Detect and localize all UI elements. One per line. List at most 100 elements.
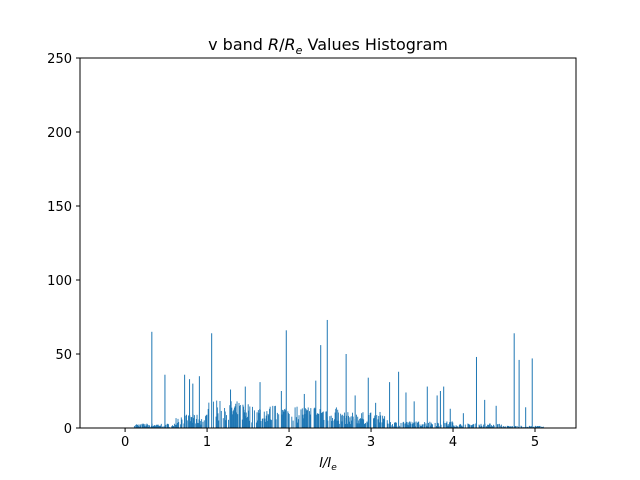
histogram-bar bbox=[537, 426, 539, 428]
histogram-bar bbox=[276, 412, 278, 428]
histogram-bar bbox=[180, 424, 182, 428]
histogram-bar bbox=[422, 424, 424, 428]
histogram-bar bbox=[338, 420, 340, 428]
histogram-bar bbox=[329, 416, 331, 428]
histogram-bar bbox=[190, 417, 192, 428]
histogram-bar bbox=[245, 412, 247, 428]
histogram-bar bbox=[337, 412, 339, 428]
histogram-bar bbox=[423, 424, 425, 428]
histogram-bar bbox=[367, 422, 369, 428]
histogram-bar bbox=[462, 413, 464, 428]
histogram-bar bbox=[136, 425, 138, 428]
histogram-bar bbox=[448, 425, 450, 428]
histogram-bar bbox=[365, 422, 367, 428]
histogram-bar bbox=[430, 422, 432, 428]
histogram-bar bbox=[146, 423, 148, 428]
histogram-bar bbox=[348, 415, 349, 428]
x-tick-label: 4 bbox=[449, 435, 457, 450]
histogram-bar bbox=[200, 424, 202, 428]
histogram-bar bbox=[303, 418, 305, 428]
histogram-bar bbox=[205, 415, 207, 428]
y-tick-label: 50 bbox=[55, 348, 72, 363]
histogram-bar bbox=[431, 424, 433, 428]
histogram-bar bbox=[315, 380, 317, 428]
histogram-bar bbox=[340, 415, 342, 428]
histogram-bar bbox=[482, 426, 484, 428]
histogram-bar bbox=[510, 426, 511, 428]
histogram-bar bbox=[162, 426, 164, 428]
histogram-bar bbox=[410, 421, 412, 428]
histogram-bar bbox=[458, 424, 460, 428]
histogram-bar bbox=[167, 423, 169, 428]
histogram-bar bbox=[409, 421, 410, 428]
histogram-bar bbox=[272, 405, 274, 428]
histogram-bar bbox=[540, 426, 542, 428]
histogram-bar bbox=[296, 406, 298, 428]
histogram-bar bbox=[355, 414, 357, 428]
histogram-bar bbox=[510, 426, 512, 428]
histogram-bar bbox=[153, 425, 155, 428]
histogram-bar bbox=[533, 426, 535, 428]
histogram-bar bbox=[235, 403, 237, 428]
histogram-bar bbox=[361, 418, 363, 428]
histogram-bar bbox=[195, 423, 197, 428]
histogram-bar bbox=[521, 426, 523, 428]
histogram-bar bbox=[330, 415, 332, 428]
histogram-bar bbox=[498, 423, 500, 428]
histogram-bar bbox=[393, 426, 395, 428]
histogram-bar bbox=[377, 419, 379, 428]
histogram-bar bbox=[248, 410, 249, 428]
histogram-bar bbox=[526, 426, 528, 428]
histogram-bar bbox=[343, 415, 345, 428]
histogram-bar bbox=[288, 414, 290, 428]
histogram-bar bbox=[478, 424, 480, 428]
histogram-bar bbox=[171, 425, 173, 428]
histogram-bar bbox=[322, 411, 324, 428]
histogram-bar bbox=[414, 426, 416, 428]
histogram-bar bbox=[284, 410, 286, 428]
histogram-bar bbox=[288, 413, 289, 428]
histogram-bar bbox=[538, 426, 540, 428]
histogram-bar bbox=[413, 423, 414, 428]
histogram-bar bbox=[507, 426, 509, 428]
histogram-bar bbox=[400, 422, 402, 428]
histogram-bar bbox=[235, 412, 237, 428]
histogram-bar bbox=[490, 426, 492, 428]
histogram-bar bbox=[292, 420, 294, 428]
histogram-bar bbox=[392, 424, 393, 428]
histogram-bar bbox=[453, 425, 454, 428]
histogram-bar bbox=[437, 423, 439, 428]
y-axis-ticks: 0 50 100 150 200 250 bbox=[47, 52, 80, 437]
histogram-bar bbox=[229, 405, 231, 428]
histogram-bar bbox=[265, 421, 267, 428]
histogram-bar bbox=[409, 423, 411, 428]
histogram-bar bbox=[424, 422, 426, 428]
histogram-bar bbox=[538, 426, 540, 428]
histogram-bar bbox=[346, 423, 348, 428]
histogram-bar bbox=[139, 426, 141, 428]
y-tick-label: 100 bbox=[47, 274, 72, 289]
y-tick-label: 250 bbox=[47, 52, 72, 67]
histogram-bar bbox=[267, 420, 268, 428]
histogram-bar bbox=[230, 401, 232, 428]
histogram-bar bbox=[183, 423, 185, 428]
histogram-bar bbox=[453, 425, 455, 428]
histogram-bar bbox=[197, 422, 199, 428]
histogram-bar bbox=[394, 422, 396, 428]
histogram-bar bbox=[472, 424, 474, 428]
histogram-bar bbox=[335, 407, 337, 428]
histogram-bar bbox=[137, 424, 139, 428]
histogram-bar bbox=[332, 420, 334, 428]
histogram-bar bbox=[461, 425, 463, 428]
histogram-bar bbox=[256, 412, 258, 428]
histogram-bar bbox=[145, 426, 146, 428]
histogram-bar bbox=[533, 426, 534, 428]
x-tick-label: 5 bbox=[531, 435, 539, 450]
histogram-bar bbox=[225, 420, 227, 428]
histogram-bar bbox=[341, 421, 343, 428]
histogram-bar bbox=[144, 423, 146, 428]
histogram-bar bbox=[238, 402, 240, 428]
histogram-bar bbox=[420, 425, 422, 428]
histogram-bar bbox=[151, 331, 153, 428]
histogram-bar bbox=[269, 408, 270, 428]
